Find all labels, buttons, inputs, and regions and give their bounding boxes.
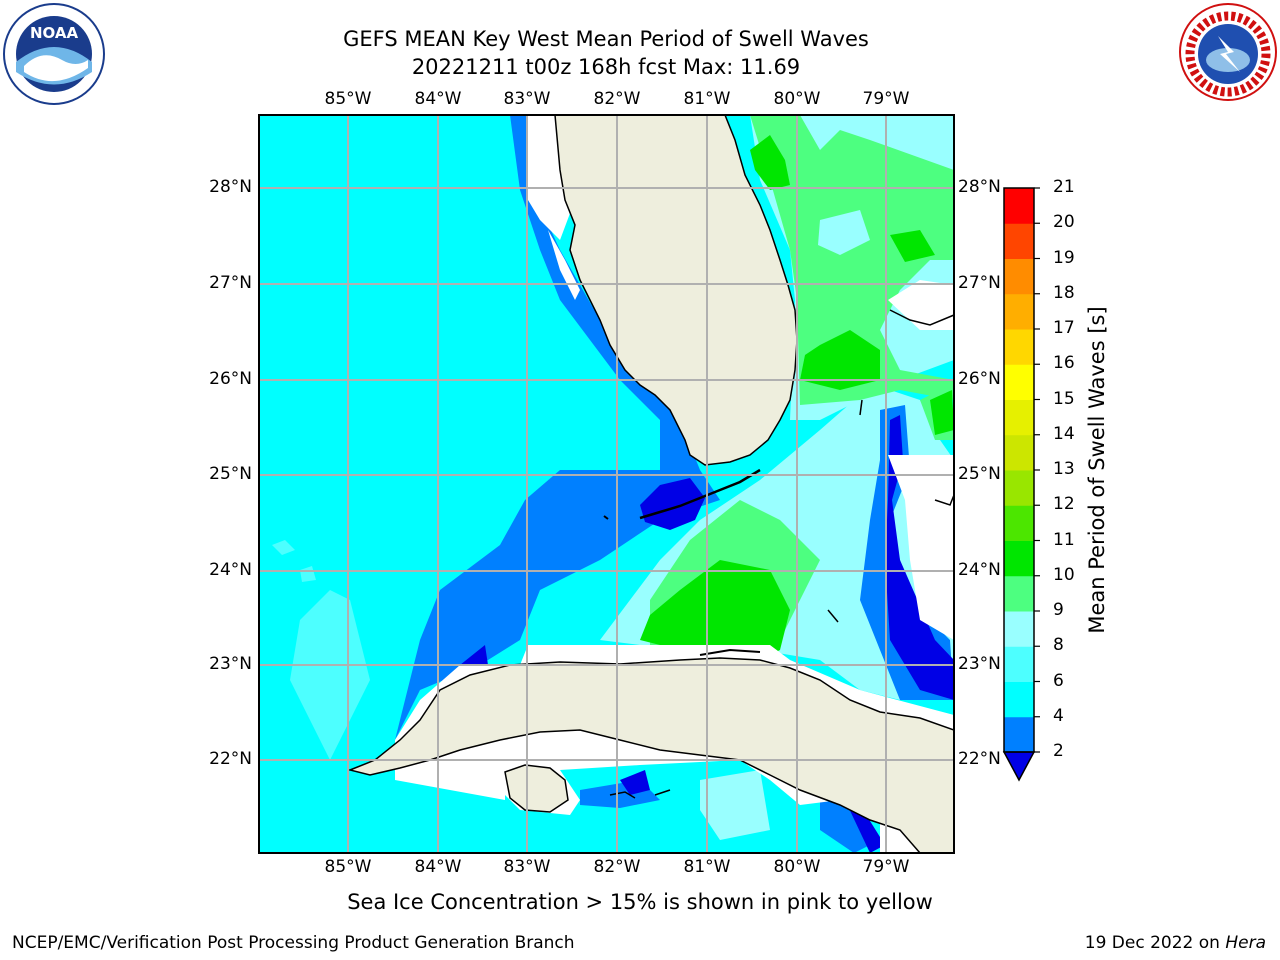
colorbar-segment <box>1004 223 1034 259</box>
colorbar-segment <box>1004 293 1034 330</box>
lon-label-top: 84°W <box>414 89 462 109</box>
colorbar-segment <box>1004 399 1034 436</box>
lat-label-right: 27°N <box>958 273 1001 293</box>
noaa-logo: NOAA <box>3 3 105 105</box>
lat-label-right: 24°N <box>958 560 1001 580</box>
colorbar-segment <box>1004 364 1034 400</box>
colorbar-segment <box>1004 505 1034 541</box>
florida-keys <box>639 468 761 520</box>
noaa-logo-text: NOAA <box>30 24 79 42</box>
swell-field-lt2-keys <box>640 478 705 530</box>
lat-label-left: 24°N <box>209 560 252 580</box>
lat-label-right: 28°N <box>958 177 1001 197</box>
lon-label-top: 83°W <box>503 89 551 109</box>
colorbar-tick-label: 21 <box>1053 177 1075 197</box>
colorbar-tick-label: 20 <box>1053 212 1075 233</box>
colorbar-segment <box>1004 188 1034 224</box>
colorbar-segment <box>1004 716 1034 753</box>
colorbar-segment <box>1004 470 1034 506</box>
colorbar-tick-label: 6 <box>1053 670 1064 691</box>
colorbar-tick-label: 11 <box>1053 529 1075 550</box>
lon-label-top: 79°W <box>862 89 910 109</box>
colorbar-segment <box>1004 611 1034 647</box>
colorbar-extend-triangle <box>1002 751 1036 782</box>
colorbar-tick-label: 12 <box>1053 494 1075 515</box>
footer-credit: NCEP/EMC/Verification Post Processing Pr… <box>12 933 575 953</box>
colorbar-label: Mean Period of Swell Waves [s] <box>1085 306 1109 634</box>
map-plot-area <box>259 115 954 853</box>
lat-label-right: 22°N <box>958 749 1001 769</box>
lon-label-top: 85°W <box>324 89 372 109</box>
colorbar-tick-label: 14 <box>1053 423 1075 444</box>
colorbar-segment <box>1004 329 1034 365</box>
lon-label-bottom: 80°W <box>773 857 821 877</box>
nws-logo <box>1179 3 1277 101</box>
colorbar <box>1002 187 1040 782</box>
colorbar-tick-label: 15 <box>1053 388 1075 409</box>
lon-label-top: 80°W <box>773 89 821 109</box>
lat-label-right: 23°N <box>958 654 1001 674</box>
colorbar-tick-label: 19 <box>1053 247 1075 268</box>
sea-ice-caption: Sea Ice Concentration > 15% is shown in … <box>347 890 933 914</box>
colorbar-tick-label: 2 <box>1053 741 1064 761</box>
lon-label-bottom: 82°W <box>593 857 641 877</box>
colorbar-tick-label: 4 <box>1053 705 1064 726</box>
lat-label-left: 27°N <box>209 273 252 293</box>
colorbar-segment <box>1004 575 1034 612</box>
lat-label-left: 25°N <box>209 464 252 484</box>
swell-field-6-8-west <box>290 590 370 760</box>
swell-field-10-11 <box>640 560 790 660</box>
lat-label-left: 23°N <box>209 654 252 674</box>
lon-label-bottom: 83°W <box>503 857 551 877</box>
lon-label-top: 81°W <box>683 89 731 109</box>
colorbar-segment <box>1004 681 1034 718</box>
lat-label-right: 26°N <box>958 369 1001 389</box>
colorbar-tick-label: 8 <box>1053 635 1064 656</box>
lon-label-bottom: 85°W <box>324 857 372 877</box>
colorbar-tick-label: 18 <box>1053 282 1075 303</box>
chart-subtitle: 20221211 t00z 168h fcst Max: 11.69 <box>411 55 801 79</box>
chart-title: GEFS MEAN Key West Mean Period of Swell … <box>343 27 869 51</box>
colorbar-tick-label: 13 <box>1053 459 1075 479</box>
colorbar-tick-label: 17 <box>1053 318 1075 338</box>
colorbar-segment <box>1004 434 1034 471</box>
colorbar-tick-label: 16 <box>1053 353 1075 374</box>
lat-label-left: 28°N <box>209 177 252 197</box>
lat-label-right: 25°N <box>958 464 1001 484</box>
lon-label-top: 82°W <box>593 89 641 109</box>
colorbar-segment <box>1004 540 1034 577</box>
footer-date: 19 Dec 2022 on Hera <box>1084 933 1266 953</box>
colorbar-segment <box>1004 646 1034 682</box>
lat-label-left: 26°N <box>209 369 252 389</box>
colorbar-tick-label: 9 <box>1053 600 1064 620</box>
lon-label-bottom: 79°W <box>862 857 910 877</box>
map-gridlines <box>259 115 954 853</box>
lat-label-left: 22°N <box>209 749 252 769</box>
map-frame <box>258 114 955 854</box>
lon-label-bottom: 81°W <box>683 857 731 877</box>
swell-field-2-4 <box>395 115 720 740</box>
colorbar-segment <box>1004 258 1034 295</box>
lon-label-bottom: 84°W <box>414 857 462 877</box>
colorbar-tick-label: 10 <box>1053 564 1075 585</box>
isla-de-la-juventud <box>504 764 569 813</box>
